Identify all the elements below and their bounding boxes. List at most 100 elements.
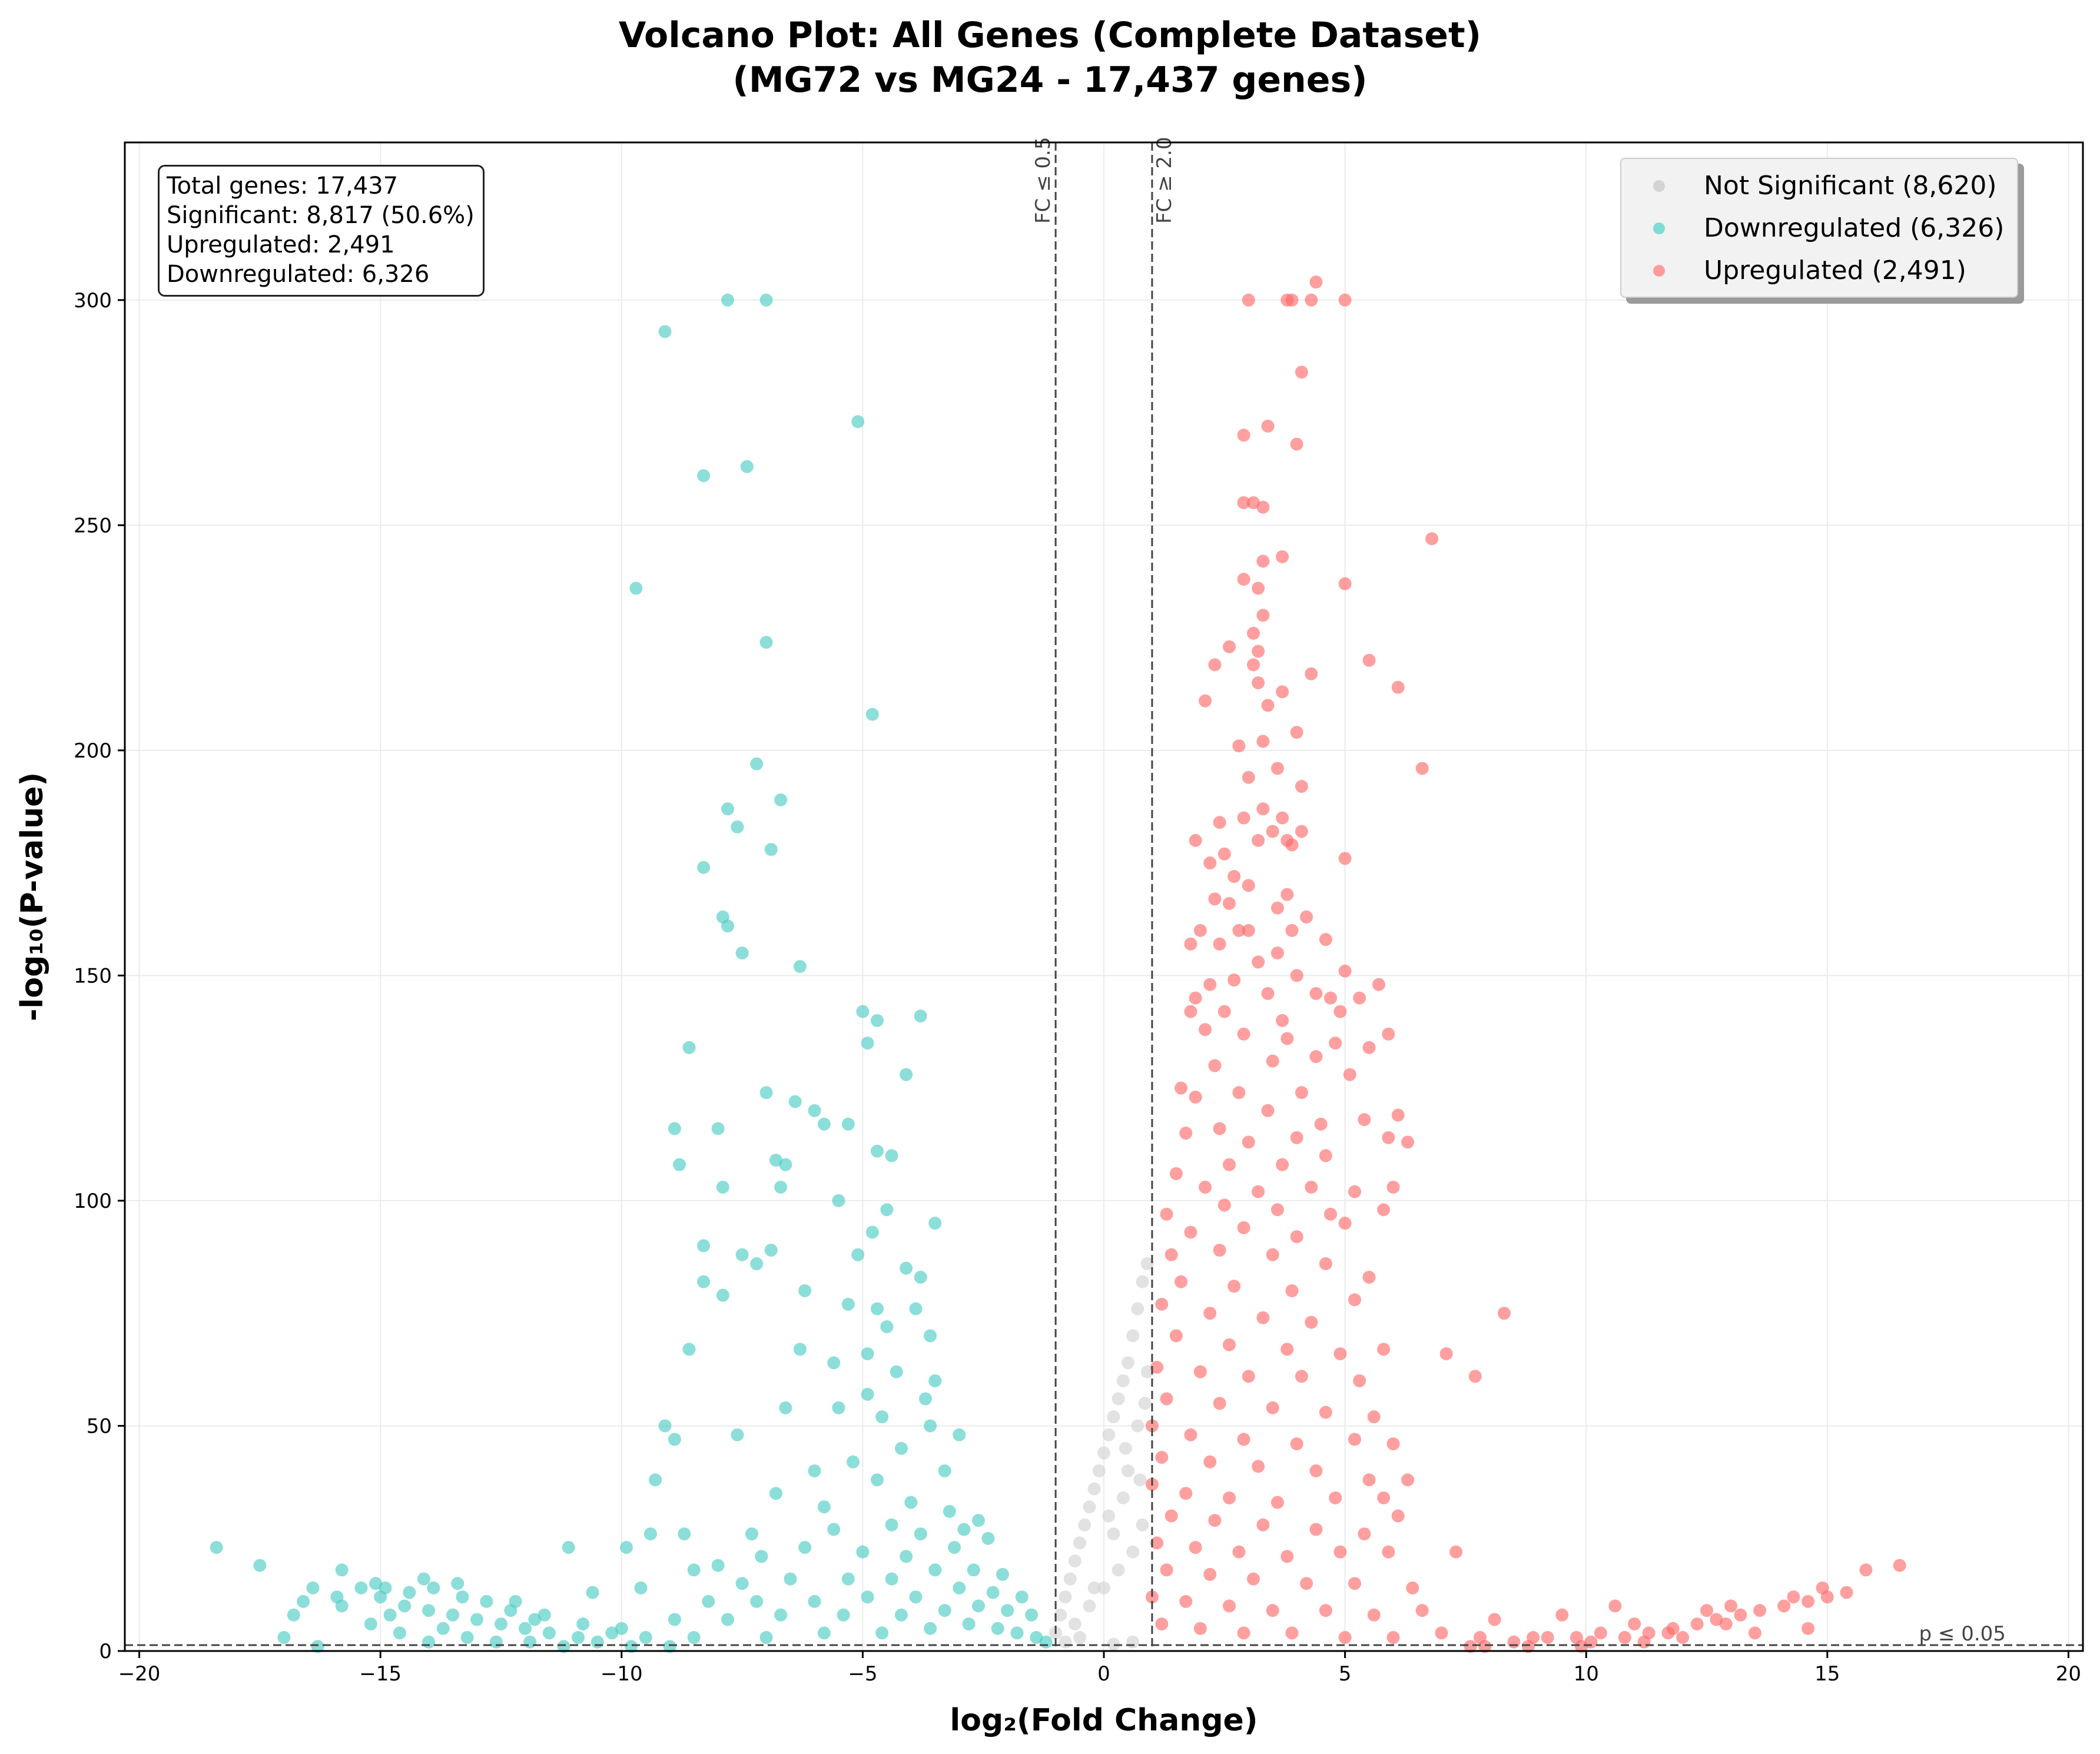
data-point: [1217, 847, 1231, 861]
data-point: [393, 1626, 406, 1640]
data-point: [731, 820, 744, 833]
data-point: [1280, 1343, 1294, 1356]
data-point: [1237, 1626, 1250, 1640]
data-point: [1362, 1473, 1376, 1487]
data-point: [1237, 573, 1250, 586]
data-point: [1290, 1230, 1303, 1244]
data-point: [1893, 1559, 1906, 1572]
data-point: [1377, 1343, 1391, 1356]
data-point: [1203, 1567, 1217, 1581]
data-point: [1261, 699, 1275, 712]
fc-up-threshold-label: FC ≥ 2.0: [1153, 137, 1176, 224]
data-point: [625, 1640, 638, 1653]
data-point: [1102, 1428, 1116, 1441]
data-point: [1242, 879, 1255, 892]
data-point: [542, 1626, 556, 1640]
data-point: [731, 1428, 744, 1441]
data-point: [1217, 1198, 1231, 1212]
data-point: [210, 1541, 223, 1554]
data-point: [788, 1095, 802, 1108]
data-point: [1175, 1275, 1188, 1288]
x-axis-label: log₂(Fold Change): [950, 1703, 1258, 1738]
data-point: [735, 946, 749, 960]
x-tick-label: 20: [2056, 1662, 2081, 1686]
data-point: [865, 1225, 879, 1239]
data-point: [716, 1288, 729, 1302]
data-point: [1507, 1635, 1521, 1649]
data-point: [383, 1608, 397, 1622]
data-point: [1280, 888, 1294, 901]
data-point: [1256, 1311, 1270, 1324]
data-point: [1165, 1509, 1178, 1523]
chart-title: Volcano Plot: All Genes (Complete Datase…: [0, 13, 2100, 102]
data-point: [1802, 1622, 1815, 1635]
data-point: [986, 1586, 1000, 1599]
data-point: [1208, 1059, 1222, 1072]
data-point: [1338, 1631, 1352, 1645]
data-point: [938, 1604, 951, 1617]
data-point: [306, 1581, 320, 1594]
data-point: [774, 1180, 788, 1194]
data-point: [1285, 923, 1299, 937]
data-point: [460, 1631, 474, 1645]
data-point: [1324, 991, 1338, 1005]
data-point: [914, 1527, 927, 1541]
data-point: [1256, 554, 1270, 568]
legend-label-downregulated: Downregulated (6,326): [1704, 213, 2005, 243]
data-point: [668, 1613, 681, 1626]
data-point: [1285, 838, 1299, 852]
data-point: [1150, 1361, 1164, 1374]
data-point: [798, 1541, 812, 1554]
data-point: [678, 1527, 691, 1541]
data-point: [1710, 1613, 1723, 1626]
data-point: [784, 1572, 797, 1586]
data-point: [398, 1599, 412, 1613]
x-tick-label: 5: [1339, 1662, 1352, 1686]
data-point: [1193, 1622, 1207, 1635]
data-point: [1266, 825, 1279, 838]
data-point: [721, 293, 735, 307]
data-point: [1087, 1581, 1101, 1594]
data-point: [1015, 1590, 1029, 1604]
stats-upregulated: Upregulated: 2,491: [167, 231, 395, 258]
data-point: [634, 1581, 648, 1594]
data-point: [861, 1037, 874, 1050]
data-point: [1222, 1338, 1236, 1351]
data-point: [562, 1541, 575, 1554]
chart-subtitle: (MG72 vs MG24 - 17,437 genes): [732, 59, 1368, 101]
data-point: [1184, 1428, 1197, 1441]
data-point: [914, 1270, 927, 1284]
data-point: [1362, 653, 1376, 667]
data-point: [1295, 1086, 1308, 1099]
data-point: [1377, 1203, 1391, 1217]
data-point: [996, 1567, 1009, 1581]
data-point: [1719, 1617, 1733, 1631]
data-point: [1415, 762, 1429, 775]
stats-significant: Significant: 8,817 (50.6%): [167, 202, 475, 229]
data-point: [1184, 1225, 1197, 1239]
data-point: [1165, 1248, 1178, 1261]
data-point: [851, 415, 865, 428]
data-point: [1242, 293, 1255, 307]
data-point: [870, 1473, 884, 1487]
data-point: [1203, 1307, 1217, 1320]
data-point: [1054, 1608, 1067, 1622]
data-point: [287, 1608, 300, 1622]
data-point: [875, 1410, 889, 1424]
data-point: [841, 1572, 855, 1586]
data-point: [808, 1104, 821, 1117]
data-point: [779, 1158, 792, 1171]
data-point: [1237, 1221, 1250, 1234]
x-tick-label: −15: [359, 1662, 402, 1686]
data-point: [1160, 1207, 1173, 1221]
data-point: [1425, 532, 1439, 546]
data-point: [1126, 1545, 1140, 1559]
data-point: [1319, 1604, 1332, 1617]
data-point: [1333, 1545, 1347, 1559]
data-point: [673, 1158, 686, 1171]
data-point: [1252, 645, 1265, 658]
data-point: [1242, 1135, 1255, 1149]
data-point: [1169, 1167, 1183, 1181]
data-point: [1078, 1518, 1092, 1532]
data-point: [1160, 1392, 1173, 1406]
